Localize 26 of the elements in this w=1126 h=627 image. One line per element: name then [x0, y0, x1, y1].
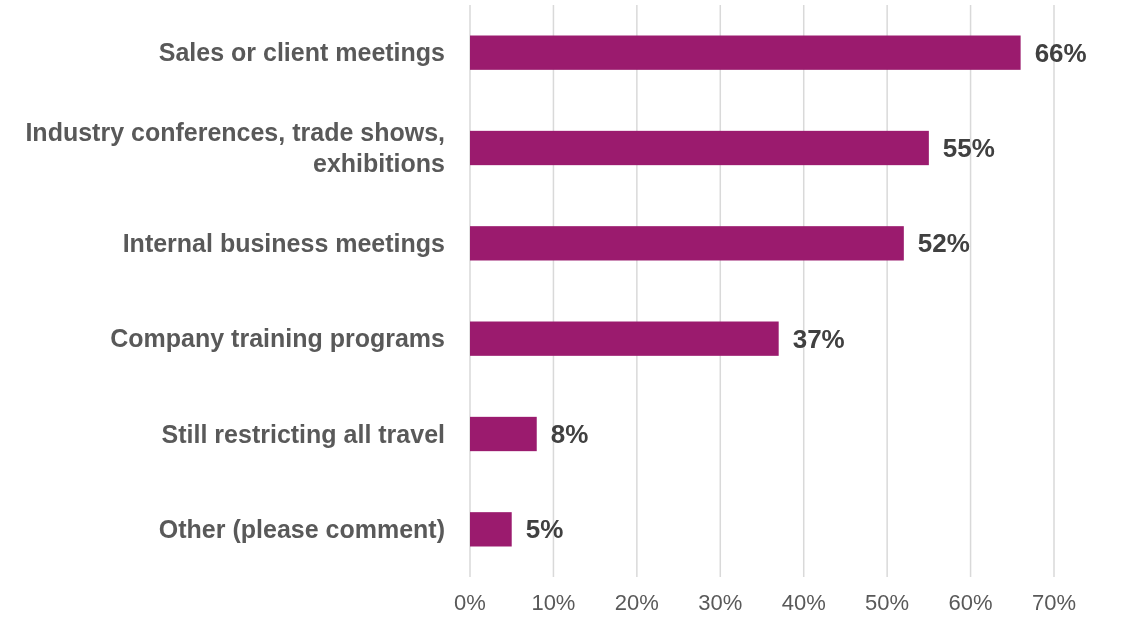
- x-tick-label: 30%: [698, 590, 743, 615]
- x-tick-label: 50%: [865, 590, 910, 615]
- bar: [470, 35, 1021, 70]
- x-tick-label: 40%: [781, 590, 826, 615]
- y-tick-label: Industry conferences, trade shows, exhibitions: [25, 118, 445, 178]
- data-label: 52%: [917, 228, 970, 259]
- y-tick-label: Other (please comment): [158, 515, 445, 544]
- bar: [470, 130, 929, 166]
- data-label: 55%: [942, 133, 995, 164]
- x-tick-label: 60%: [948, 590, 993, 615]
- x-tick-label: 70%: [1031, 590, 1077, 615]
- y-tick-label: Company training programs: [110, 324, 445, 353]
- data-label: 8%: [550, 419, 589, 450]
- data-label: 66%: [1034, 37, 1087, 68]
- y-tick-label: Internal business meetings: [122, 229, 445, 258]
- x-tick-label: 0%: [454, 590, 486, 615]
- bar: [470, 512, 512, 547]
- data-label: 5%: [525, 514, 564, 545]
- data-label: 37%: [792, 323, 845, 354]
- x-tick-label: 20%: [614, 590, 659, 615]
- y-tick-label: Still restricting all travel: [161, 419, 445, 448]
- bar: [470, 321, 779, 356]
- bar: [470, 226, 904, 261]
- bar: [470, 416, 537, 452]
- x-tick-label: 10%: [531, 590, 576, 615]
- y-tick-label: Sales or client meetings: [158, 38, 445, 67]
